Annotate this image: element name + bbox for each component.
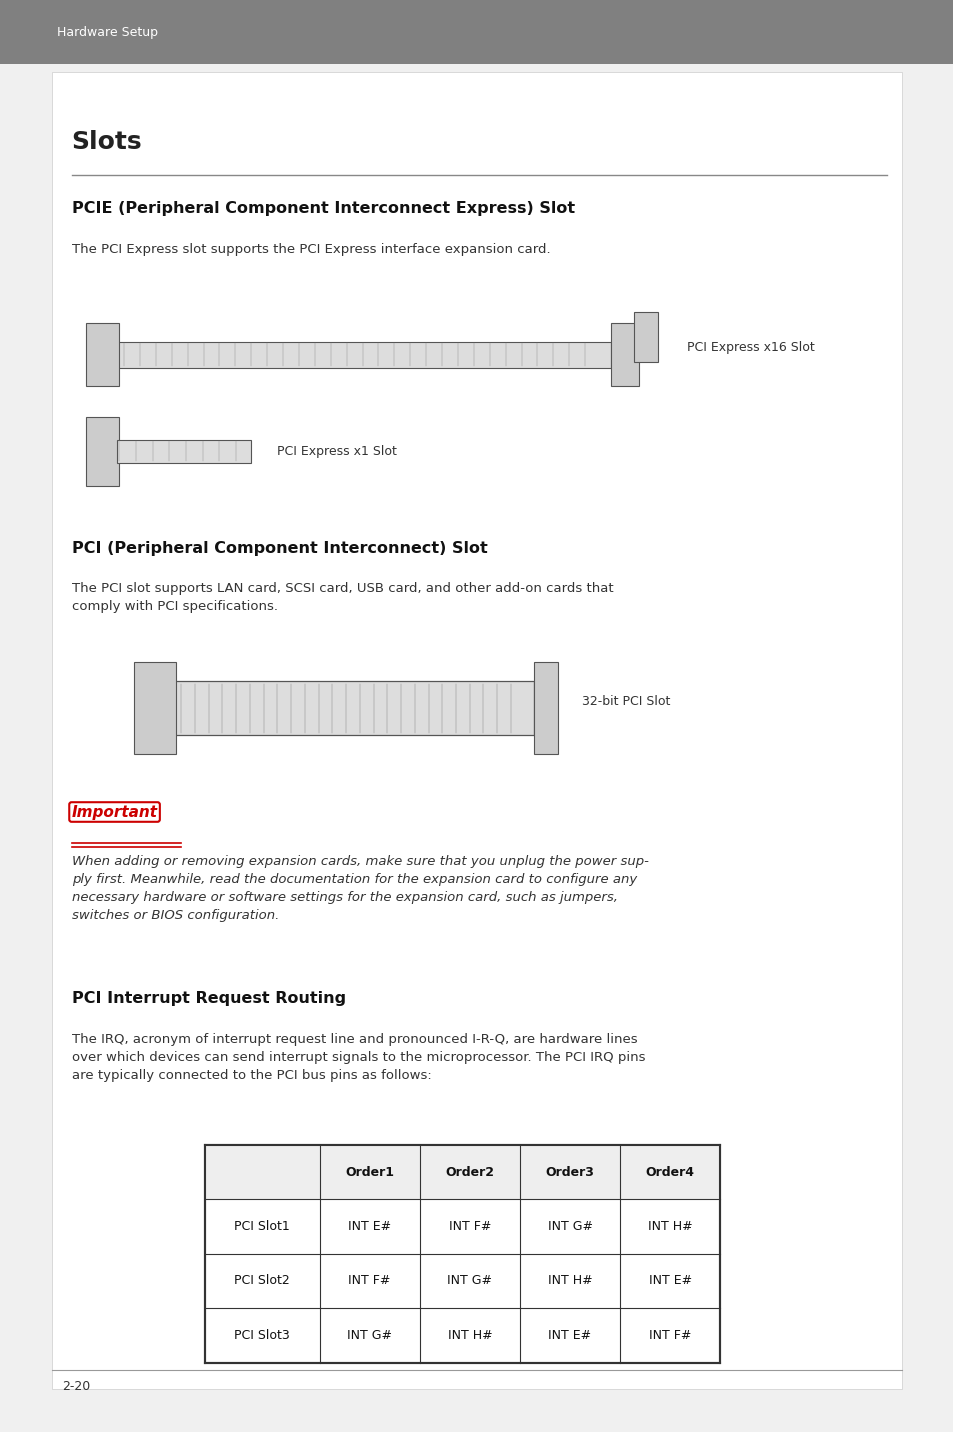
Text: The PCI Express slot supports the PCI Express interface expansion card.: The PCI Express slot supports the PCI Ex… xyxy=(71,243,550,256)
Text: PCI (Peripheral Component Interconnect) Slot: PCI (Peripheral Component Interconnect) … xyxy=(71,541,487,556)
Text: The PCI slot supports LAN card, SCSI card, USB card, and other add-on cards that: The PCI slot supports LAN card, SCSI car… xyxy=(71,583,613,613)
Text: PCI Interrupt Request Routing: PCI Interrupt Request Routing xyxy=(71,991,345,1005)
Bar xyxy=(86,417,119,485)
Bar xyxy=(172,682,534,736)
Text: PCI Slot1: PCI Slot1 xyxy=(234,1220,290,1233)
Text: Hardware Setup: Hardware Setup xyxy=(57,26,158,39)
Text: INT F#: INT F# xyxy=(648,1329,691,1342)
Text: INT G#: INT G# xyxy=(447,1274,492,1287)
Bar xyxy=(610,324,639,387)
Text: Important: Important xyxy=(71,805,157,819)
Bar xyxy=(0,0,953,64)
Text: PCI Slot2: PCI Slot2 xyxy=(234,1274,290,1287)
Text: The IRQ, acronym of interrupt request line and pronounced I-R-Q, are hardware li: The IRQ, acronym of interrupt request li… xyxy=(71,1032,644,1083)
Bar xyxy=(205,1146,720,1200)
Text: INT F#: INT F# xyxy=(348,1274,391,1287)
Bar xyxy=(114,342,610,368)
Text: PCI Slot3: PCI Slot3 xyxy=(234,1329,290,1342)
Text: Order1: Order1 xyxy=(345,1166,394,1179)
Text: INT H#: INT H# xyxy=(547,1274,592,1287)
Text: 32-bit PCI Slot: 32-bit PCI Slot xyxy=(581,695,670,707)
Bar xyxy=(205,1146,720,1363)
Text: INT H#: INT H# xyxy=(447,1329,492,1342)
Text: Order4: Order4 xyxy=(645,1166,694,1179)
Bar xyxy=(86,324,119,387)
Text: 2-20: 2-20 xyxy=(62,1379,91,1393)
Text: INT G#: INT G# xyxy=(547,1220,592,1233)
Bar xyxy=(534,663,558,755)
Text: INT E#: INT E# xyxy=(648,1274,691,1287)
Text: Order2: Order2 xyxy=(445,1166,494,1179)
Text: PCI Express x16 Slot: PCI Express x16 Slot xyxy=(686,341,814,354)
Text: INT F#: INT F# xyxy=(448,1220,491,1233)
Text: When adding or removing expansion cards, make sure that you unplug the power sup: When adding or removing expansion cards,… xyxy=(71,855,648,922)
Bar xyxy=(634,312,658,362)
Text: PCIE (Peripheral Component Interconnect Express) Slot: PCIE (Peripheral Component Interconnect … xyxy=(71,200,574,216)
Text: PCI Express x1 Slot: PCI Express x1 Slot xyxy=(276,445,396,458)
Text: INT H#: INT H# xyxy=(647,1220,692,1233)
Bar xyxy=(52,72,901,1389)
Bar xyxy=(117,440,251,463)
Text: Slots: Slots xyxy=(71,130,142,155)
Text: INT G#: INT G# xyxy=(347,1329,392,1342)
Text: INT E#: INT E# xyxy=(348,1220,391,1233)
Text: Order3: Order3 xyxy=(545,1166,594,1179)
Bar xyxy=(133,663,175,755)
Text: INT E#: INT E# xyxy=(548,1329,591,1342)
